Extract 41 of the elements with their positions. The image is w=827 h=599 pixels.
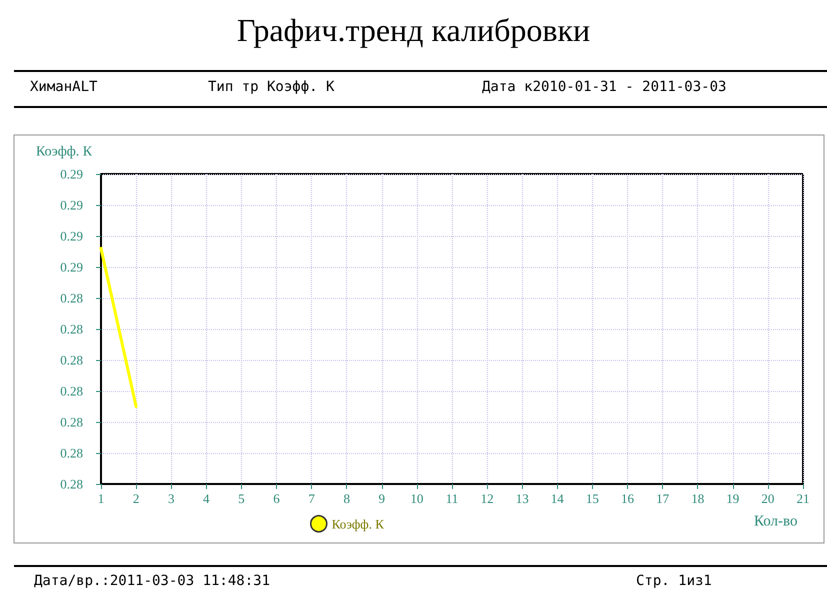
- x-tick-label: 12: [480, 491, 494, 506]
- x-tick-label: 9: [378, 491, 386, 506]
- x-tick-label: 16: [621, 491, 634, 506]
- x-axis-title: Кол-во: [754, 514, 798, 530]
- y-tick-label: 0.29: [60, 198, 83, 212]
- x-tick-label: 8: [343, 491, 350, 506]
- x-tick-label: 4: [203, 491, 210, 506]
- x-tick-label: 18: [691, 491, 704, 506]
- x-tick-label: 13: [516, 491, 529, 506]
- chart-title: Графич.тренд калибровки: [236, 12, 590, 48]
- x-tick-label: 2: [132, 491, 140, 506]
- x-tick-label: 10: [410, 491, 424, 506]
- y-tick-label: 0.28: [60, 414, 83, 430]
- y-tick-label: 0.29: [60, 166, 83, 182]
- x-tick-label: 1: [98, 491, 104, 506]
- x-tick-label: 20: [761, 491, 774, 506]
- text: ХиманALT: [30, 79, 98, 95]
- x-tick-label: 11: [446, 491, 458, 506]
- x-tick-label: 7: [308, 491, 316, 506]
- x-tick-label: 14: [550, 491, 564, 506]
- y-tick-label: 0.28: [60, 322, 83, 336]
- x-tick-label: 5: [238, 491, 245, 506]
- x-tick-label: 17: [656, 491, 670, 506]
- y-tick-label: 0.28: [60, 384, 83, 398]
- text: Стр. 1из1: [636, 573, 712, 589]
- y-tick-label: 0.28: [60, 476, 83, 492]
- x-tick-label: 15: [586, 491, 599, 506]
- x-tick-label: 6: [273, 491, 280, 506]
- y-tick-label: 0.29: [60, 260, 83, 274]
- x-tick-label: 19: [726, 491, 740, 506]
- x-tick-label: 21: [796, 491, 810, 506]
- legend-label: Коэфф. К: [332, 516, 384, 532]
- text: Тип тр Коэфф. К: [208, 79, 335, 95]
- y-tick-label: 0.28: [60, 352, 83, 368]
- y-tick-label: 0.29: [60, 228, 83, 244]
- text: Дата к2010-01-31 - 2011-03-03: [482, 79, 726, 95]
- text: Дата/вр.:2011-03-03 11:48:31: [34, 573, 270, 589]
- y-axis-title: Коэфф. К: [36, 144, 93, 160]
- x-tick-label: 3: [168, 491, 174, 506]
- y-tick-label: 0.28: [60, 290, 83, 306]
- y-tick-label: 0.28: [60, 446, 83, 460]
